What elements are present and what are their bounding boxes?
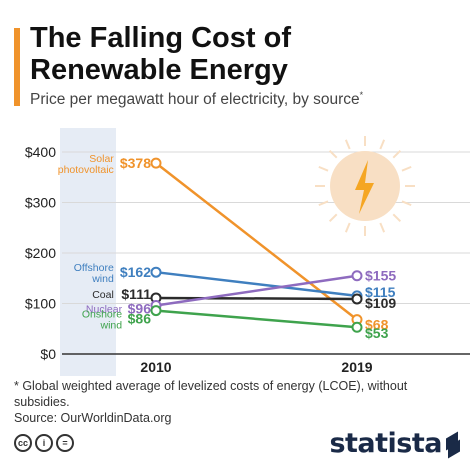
sun-ray — [392, 213, 402, 223]
lightning-bolt-icon — [355, 160, 374, 214]
sun-ray — [392, 149, 402, 159]
info-icon[interactable]: i — [35, 434, 53, 452]
sun-icon — [315, 136, 415, 236]
sun-ray — [344, 139, 351, 150]
footer-notes: * Global weighted average of levelized c… — [14, 378, 464, 426]
series-point — [351, 270, 363, 282]
value-label-2010: $86 — [128, 311, 152, 327]
sun-ray — [379, 222, 386, 233]
series-name-label: Offshore — [74, 262, 114, 274]
series-point — [150, 266, 162, 278]
y-tick-label: $200 — [25, 245, 56, 261]
value-label-2010: $378 — [120, 155, 151, 171]
sun-ray — [344, 222, 351, 233]
x-tick-label: 2010 — [140, 359, 171, 375]
value-label-2019: $53 — [365, 325, 389, 341]
y-tick-label: $100 — [25, 296, 56, 312]
chart-subtitle: Price per megawatt hour of electricity, … — [30, 90, 363, 109]
series-line — [155, 296, 358, 301]
sun-ray — [401, 165, 412, 172]
value-label-2019: $109 — [365, 295, 396, 311]
x-tick-label: 2019 — [341, 359, 372, 375]
title-line-2: Renewable Energy — [30, 54, 288, 86]
value-label-2019: $155 — [365, 268, 396, 284]
title-accent-bar — [14, 28, 20, 106]
subtitle-text: Price per megawatt hour of electricity, … — [30, 91, 360, 109]
title-line-1: The Falling Cost of — [30, 22, 291, 54]
brand-mark-icon — [446, 433, 460, 455]
sun-ray — [379, 139, 386, 150]
equals-icon[interactable]: = — [56, 434, 74, 452]
line-chart: $400 $300 $200 $100 $0 $378 $68 Solarphotovolt… — [25, 128, 470, 376]
x-axis-ticks: 2010 2019 — [140, 359, 372, 375]
series-point — [150, 157, 162, 169]
series-line — [155, 162, 358, 321]
series-name-label: wind — [91, 273, 114, 285]
series-point — [351, 321, 363, 333]
sun-ray — [318, 165, 329, 172]
cc-icon[interactable]: cc — [14, 434, 32, 452]
license-badges: cc i = — [14, 434, 74, 452]
series-name-label: photovoltaic — [58, 164, 114, 176]
series-name-label: Coal — [92, 289, 114, 301]
y-tick-label: $300 — [25, 195, 56, 211]
series-line — [155, 274, 358, 307]
sun-ray — [328, 213, 338, 223]
series-name-label: Nuclear — [86, 304, 123, 316]
value-label-2019: $68 — [365, 317, 389, 333]
series-name-label: Solar — [89, 153, 114, 165]
series-name-label: wind — [99, 320, 122, 332]
series-line — [155, 309, 358, 329]
highlight-band — [60, 128, 116, 376]
statista-logo[interactable]: statista — [329, 428, 460, 459]
sun-ray — [328, 149, 338, 159]
value-label-2010: $96 — [128, 301, 152, 317]
subtitle-footnote-mark: * — [359, 90, 364, 100]
gridlines — [62, 151, 470, 355]
brand-name: statista — [329, 428, 442, 459]
sun-ray — [401, 200, 412, 207]
sun-ray — [318, 200, 329, 207]
value-label-2010: $111 — [121, 286, 151, 302]
series-name-label: Onshore — [82, 309, 122, 321]
source-line: Source: OurWorldinData.org — [14, 411, 172, 425]
value-label-2019: $115 — [365, 284, 396, 300]
series-point — [351, 293, 363, 305]
y-tick-label: $400 — [25, 144, 56, 160]
y-axis-ticks: $400 $300 $200 $100 $0 — [25, 144, 56, 362]
series-line — [155, 270, 358, 298]
value-label-2010: $162 — [120, 264, 151, 280]
footnote: * Global weighted average of levelized c… — [14, 379, 408, 409]
y-tick-label: $0 — [40, 346, 56, 362]
series-point — [150, 305, 162, 317]
chart-title: The Falling Cost of Renewable Energy — [30, 22, 450, 86]
